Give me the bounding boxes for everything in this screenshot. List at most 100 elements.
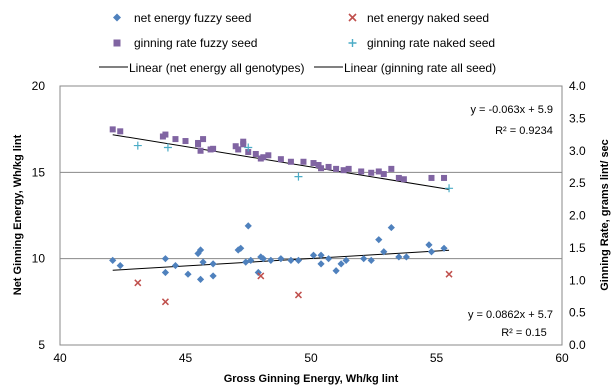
- y-right-tick-label: 3.0: [569, 144, 586, 158]
- data-point-diamond: [209, 272, 217, 280]
- data-point-x: [257, 272, 265, 280]
- ginning-rate-r-squared: R² = 0.9234: [495, 125, 553, 137]
- data-point-square: [277, 156, 284, 163]
- data-point-diamond: [196, 246, 205, 254]
- data-point-diamond: [294, 256, 303, 264]
- legend-label: Linear (net energy all genotypes): [129, 61, 304, 75]
- data-point-plus: [445, 184, 454, 193]
- data-point-diamond: [161, 268, 170, 277]
- x-tick-label: 55: [430, 351, 444, 365]
- data-point-square: [265, 152, 272, 159]
- y-right-tick-label: 4.0: [569, 79, 586, 93]
- data-point-square: [340, 167, 347, 174]
- y-right-tick-label: 1.5: [569, 241, 586, 255]
- data-point-diamond: [402, 253, 410, 261]
- data-point-x: [161, 298, 169, 306]
- y-left-tick-label: 10: [32, 252, 46, 266]
- y-right-axis-ticks: 0.0 0.5 1.0 1.5 2.0 2.5 3.0 3.5 4.0: [569, 79, 586, 352]
- y-left-tick-label: 20: [32, 79, 46, 93]
- data-point-diamond: [360, 255, 368, 263]
- data-point-x: [294, 291, 302, 299]
- data-point-square: [333, 165, 340, 172]
- data-point-square: [162, 131, 169, 138]
- data-point-diamond: [209, 260, 217, 268]
- data-point-square: [368, 169, 375, 176]
- data-point-diamond: [375, 236, 383, 244]
- gridlines: [60, 171, 562, 260]
- data-point-square: [428, 174, 435, 181]
- data-point-square: [252, 150, 259, 157]
- data-point-diamond: [277, 255, 285, 263]
- data-point-square: [200, 136, 207, 143]
- y-right-tick-label: 2.5: [569, 176, 586, 190]
- data-point-square: [287, 158, 294, 165]
- legend-marker-plus: [348, 39, 357, 47]
- legend-marker-square: [113, 39, 121, 47]
- y-right-axis-title: Ginning Rate, grams lint/ sec: [599, 139, 611, 291]
- data-point-square: [210, 145, 217, 152]
- x-tick-label: 50: [304, 351, 318, 365]
- y-right-tick-label: 3.5: [569, 111, 586, 125]
- data-point-square: [300, 158, 307, 165]
- data-point-diamond: [237, 244, 245, 252]
- legend-item-ginning-rate-naked-seed: ginning rate naked seed: [348, 36, 495, 50]
- data-point-plus: [163, 143, 172, 152]
- legend-marker-diamond: [113, 13, 121, 22]
- data-point-square: [395, 174, 402, 181]
- data-point-diamond: [395, 253, 403, 261]
- data-point-diamond: [267, 256, 275, 264]
- data-point-diamond: [171, 261, 180, 270]
- data-point-square: [325, 163, 332, 170]
- data-point-square: [380, 171, 387, 178]
- data-point-diamond: [380, 248, 388, 256]
- data-point-diamond: [317, 251, 325, 259]
- data-point-diamond: [332, 267, 340, 275]
- data-point-square: [195, 141, 202, 148]
- ginning-rate-equation: y = -0.063x + 5.9: [470, 104, 553, 116]
- data-point-diamond: [196, 275, 205, 283]
- legend-item-linear-ginning-rate: Linear (ginning rate all seed): [314, 61, 496, 75]
- data-point-diamond: [287, 256, 295, 264]
- data-point-square: [197, 147, 204, 154]
- data-point-diamond: [259, 255, 267, 263]
- data-point-diamond: [324, 255, 333, 263]
- x-axis-ticks: 40 45 50 55 60: [53, 351, 569, 365]
- data-point-diamond: [317, 260, 325, 268]
- data-point-diamond: [109, 256, 117, 264]
- data-point-x: [445, 270, 453, 278]
- data-point-square: [232, 143, 239, 150]
- y-left-axis-ticks: 5 10 15 20: [32, 79, 46, 352]
- x-tick-label: 40: [53, 351, 67, 365]
- data-point-diamond: [440, 244, 448, 252]
- net-energy-equation: y = 0.0862x + 5.7: [468, 309, 553, 321]
- y-left-tick-label: 5: [38, 338, 45, 352]
- data-point-square: [235, 146, 242, 153]
- data-point-square: [172, 136, 179, 143]
- trendlines: [112, 134, 450, 271]
- legend-item-net-energy-naked-seed: net energy naked seed: [348, 11, 489, 25]
- data-point-diamond: [367, 256, 375, 264]
- data-point-diamond: [387, 223, 395, 232]
- x-tick-label: 60: [555, 351, 569, 365]
- net-energy-r-squared: R² = 0.15: [501, 327, 547, 339]
- plot-area: [59, 85, 563, 346]
- y-right-tick-label: 2.0: [569, 209, 586, 223]
- data-point-square: [358, 168, 365, 175]
- legend: net energy fuzzy seed net energy naked s…: [99, 11, 496, 75]
- data-point-square: [315, 161, 322, 168]
- data-point-diamond: [309, 251, 318, 259]
- legend-label: net energy naked seed: [367, 11, 489, 25]
- data-point-square: [400, 176, 407, 183]
- legend-label: net energy fuzzy seed: [134, 11, 251, 25]
- data-point-diamond: [184, 270, 192, 278]
- data-point-square: [441, 174, 448, 181]
- data-point-square: [260, 154, 267, 161]
- data-point-square: [318, 165, 325, 172]
- data-point-diamond: [427, 248, 436, 256]
- data-point-diamond: [337, 260, 345, 268]
- legend-item-linear-net-energy: Linear (net energy all genotypes): [99, 61, 304, 75]
- y-right-tick-label: 0.0: [569, 338, 586, 352]
- data-point-square: [245, 149, 252, 156]
- data-point-diamond: [247, 256, 255, 264]
